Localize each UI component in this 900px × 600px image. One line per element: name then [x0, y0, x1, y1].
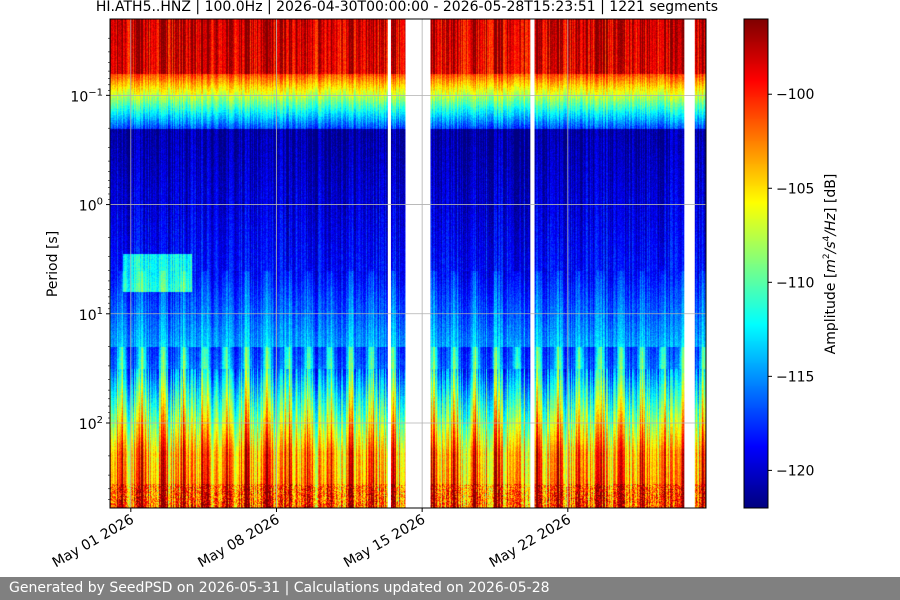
y-tick-label: 100 — [79, 197, 103, 215]
colorbar: −100 −105 −110 −115 −120 — [743, 18, 814, 509]
colorbar-tick-label: −120 — [776, 463, 814, 479]
y-axis-label: Period [s] — [45, 231, 61, 297]
data-gap — [405, 19, 431, 508]
y-tick-label: 101 — [79, 306, 103, 324]
data-gap — [387, 19, 391, 508]
colorbar-tick-label: −105 — [776, 181, 814, 197]
colorbar-ticks: −100 −105 −110 −115 −120 — [768, 87, 814, 479]
colorbar-label: Amplitude [m2/s4/Hz] [dB] — [822, 174, 839, 355]
x-tick-label: May 01 2026 — [50, 512, 137, 572]
x-tick-label: May 08 2026 — [195, 512, 282, 572]
chart-title: HI.ATH5..HNZ | 100.0Hz | 2026-04-30T00:0… — [96, 0, 718, 15]
footer-banner: Generated by SeedPSD on 2026-05-31 | Cal… — [0, 577, 900, 600]
data-gap — [684, 19, 695, 508]
data-gaps — [387, 19, 695, 508]
colorbar-gradient — [744, 19, 768, 508]
x-axis: May 01 2026 May 08 2026 May 15 2026 May 22 … — [50, 508, 574, 571]
x-tick-label: May 22 2026 — [487, 512, 574, 572]
plot-area — [109, 18, 707, 509]
data-gap — [530, 19, 535, 508]
y-tick-label: 10−1 — [70, 87, 103, 105]
colorbar-tick-label: −100 — [776, 87, 814, 103]
colorbar-tick-label: −110 — [776, 275, 814, 291]
grid-lines — [110, 19, 706, 508]
y-axis: 10−1 100 101 102 — [70, 37, 110, 500]
colorbar-tick-label: −115 — [776, 369, 814, 385]
x-tick-label: May 15 2026 — [341, 512, 428, 572]
y-tick-label: 102 — [79, 415, 103, 433]
plot-frame — [109, 18, 707, 509]
colorbar-frame — [743, 18, 769, 509]
